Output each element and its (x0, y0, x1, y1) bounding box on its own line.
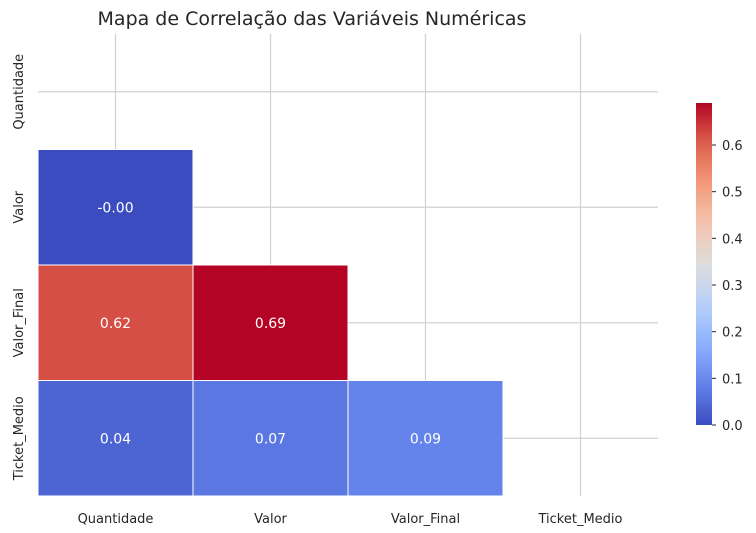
colorbar-tick-label: 0.6 (722, 139, 743, 154)
heatmap-cell (192, 264, 349, 381)
y-tick-label: Ticket_Medio (12, 396, 27, 481)
x-tick-label: Valor (254, 512, 287, 527)
colorbar: 0.0 0.1 0.2 0.3 0.4 0.5 0.6 (696, 103, 743, 434)
cell-value-label: 0.62 (100, 316, 131, 332)
colorbar-tick-label: 0.4 (722, 232, 743, 247)
y-tick-label: Valor (12, 190, 27, 223)
heatmap-cell (192, 380, 349, 497)
y-tick-label: Valor_Final (12, 288, 27, 357)
x-tick-label: Ticket_Medio (538, 512, 623, 527)
x-axis-tick-labels: Quantidade Valor Valor_Final Ticket_Medio (78, 512, 623, 527)
colorbar-tick-label: 0.3 (722, 279, 743, 294)
cell-value-label: -0.00 (97, 200, 133, 216)
x-tick-label: Quantidade (78, 512, 154, 527)
cell-value-label: 0.09 (410, 431, 441, 447)
colorbar-tick-label: 0.5 (722, 186, 743, 201)
colorbar-tick-label: 0.2 (722, 326, 743, 341)
y-tick-label: Quantidade (12, 54, 27, 130)
heatmap-cell (37, 380, 194, 497)
heatmap-cell (37, 149, 194, 266)
colorbar-tick-label: 0.0 (722, 419, 743, 434)
heatmap-cells: -0.00 0.62 0.69 0.04 0.07 0.09 (37, 149, 504, 497)
cell-value-label: 0.07 (255, 431, 286, 447)
cell-value-label: 0.69 (255, 316, 286, 332)
x-tick-label: Valor_Final (391, 512, 460, 527)
colorbar-gradient (696, 103, 712, 425)
colorbar-tick-label: 0.1 (722, 372, 743, 387)
chart-title: Mapa de Correlação das Variáveis Numéric… (98, 8, 527, 30)
cell-value-label: 0.04 (100, 431, 131, 447)
heatmap-cell (347, 380, 504, 497)
y-axis-tick-labels: Quantidade Valor Valor_Final Ticket_Medio (12, 54, 27, 481)
